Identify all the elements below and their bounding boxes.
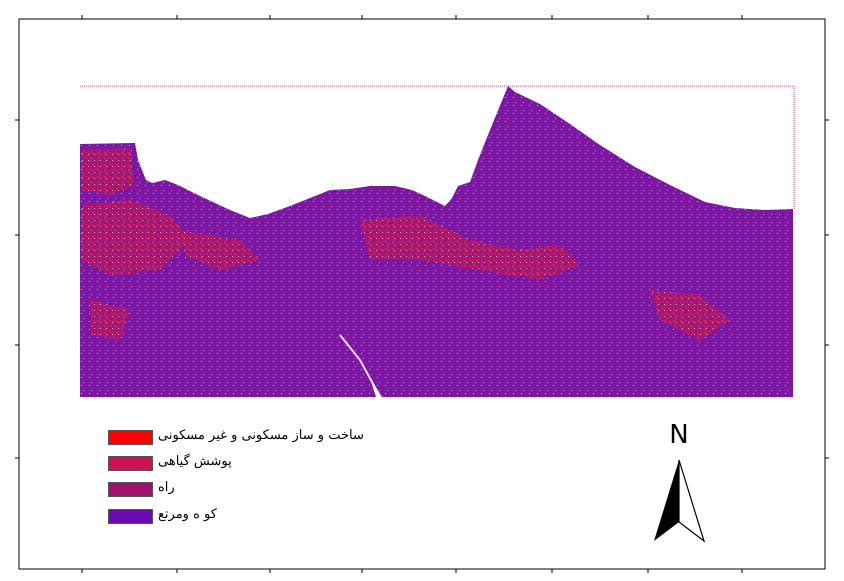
north-arrow-letter: N (669, 420, 689, 450)
legend-label: راه (158, 480, 175, 495)
legend-label: پوشش گیاهی (158, 454, 232, 469)
legend-label: ساخت و ساز مسکونی و غیر مسکونی (158, 428, 364, 443)
legend-item-built-up: ساخت و ساز مسکونی و غیر مسکونی (108, 428, 428, 448)
side-ticks (15, 119, 829, 459)
north-arrow-icon (654, 459, 706, 543)
legend-item-vegetation: پوشش گیاهی (108, 454, 428, 474)
legend-swatch (108, 509, 153, 524)
bottom-ticks (81, 569, 743, 573)
legend-item-road: راه (108, 480, 428, 500)
top-ticks (81, 15, 743, 19)
legend-swatch (108, 482, 153, 497)
legend-item-mountain-rangeland: کو ه ومرتع (108, 507, 428, 527)
legend-swatch (108, 430, 153, 445)
legend-swatch (108, 456, 153, 471)
built-up-area-west (82, 200, 190, 275)
legend-label: کو ه ومرتع (158, 507, 217, 522)
map-border (18, 18, 826, 570)
